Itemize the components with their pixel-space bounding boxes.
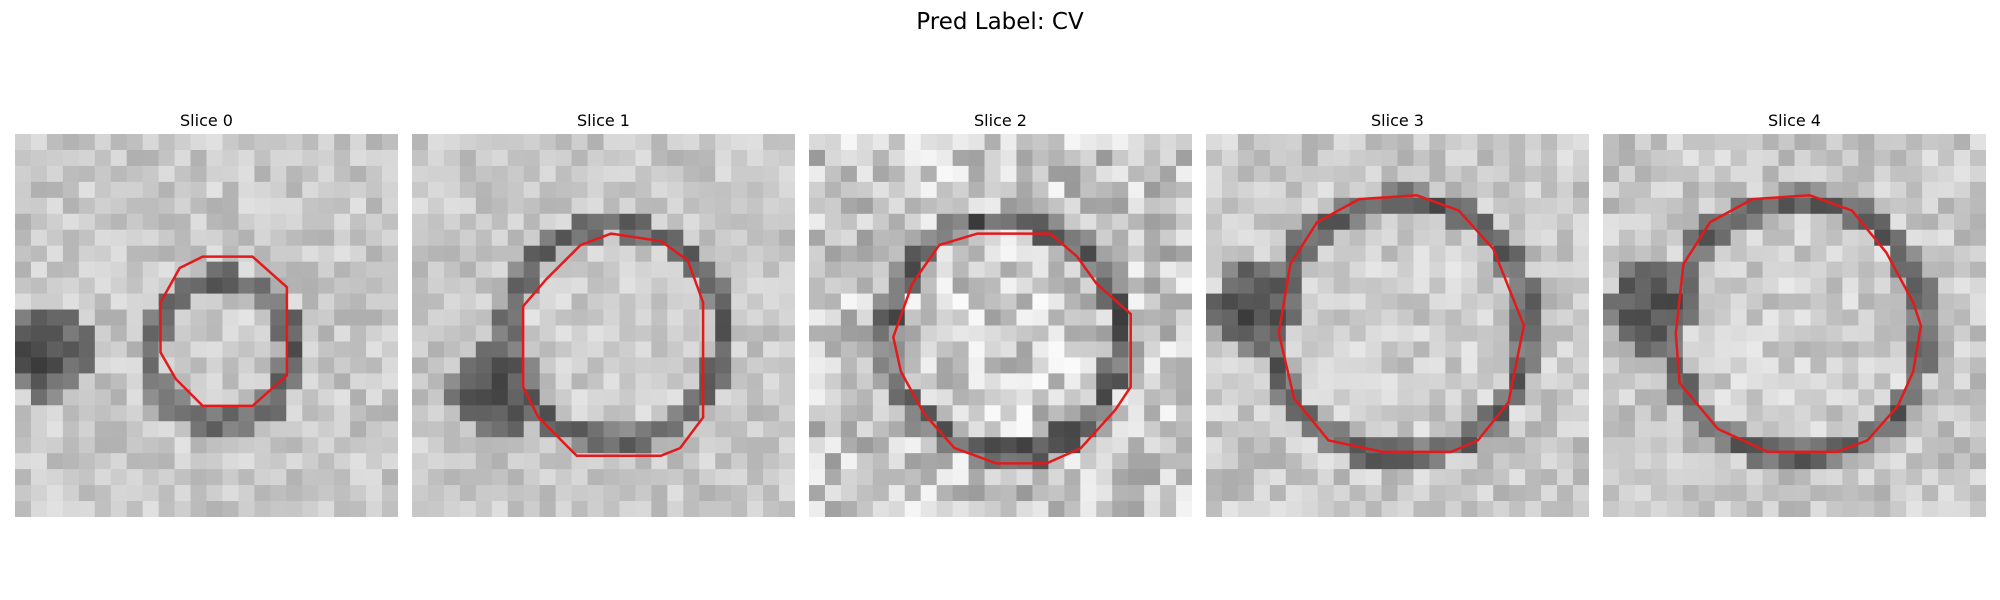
segmentation-contour	[521, 232, 705, 457]
slice-image	[15, 134, 398, 517]
slice-title: Slice 1	[577, 111, 630, 130]
slice-title: Slice 3	[1371, 111, 1424, 130]
segmentation-contour	[1674, 194, 1923, 454]
slice-panel-4: Slice 4	[1603, 108, 1986, 517]
slice-panel-2: Slice 2	[809, 108, 1192, 517]
slice-title: Slice 2	[974, 111, 1027, 130]
slice-panel-1: Slice 1	[412, 108, 795, 517]
slice-title: Slice 4	[1768, 111, 1821, 130]
slice-image	[1603, 134, 1986, 517]
slice-panel-3: Slice 3	[1206, 108, 1589, 517]
segmentation-contour	[1277, 194, 1526, 454]
segmentation-contour	[159, 255, 289, 408]
slice-image	[1206, 134, 1589, 517]
slice-image	[412, 134, 795, 517]
slice-panel-0: Slice 0	[15, 108, 398, 517]
slice-title: Slice 0	[180, 111, 233, 130]
segmentation-contour	[892, 232, 1132, 465]
slice-image	[809, 134, 1192, 517]
figure-title: Pred Label: CV	[916, 9, 1084, 35]
